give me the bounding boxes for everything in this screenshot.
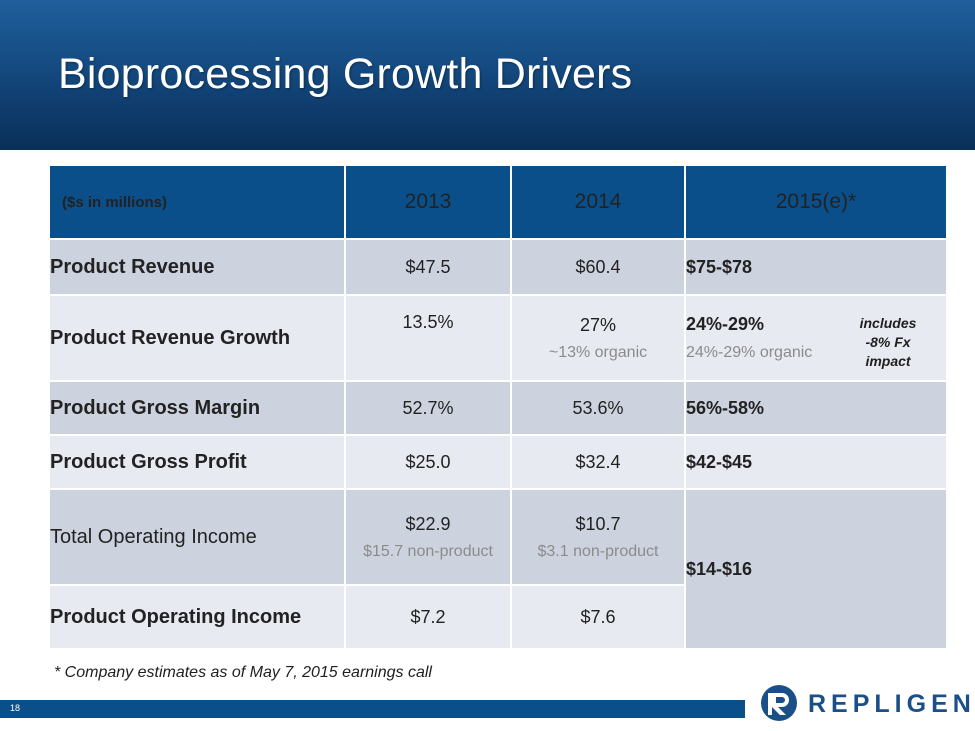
- fx-impact-note: includes -8% Fx impact: [859, 315, 917, 369]
- cell-2015e-operating-income: $14-$16: [684, 488, 948, 650]
- cell-2015e: 56%-58%: [684, 380, 948, 436]
- row-label: Total Operating Income: [48, 488, 346, 586]
- page-number: 18: [10, 703, 21, 713]
- slide-header: Bioprocessing Growth Drivers: [0, 0, 975, 150]
- cell-value: 13.5%: [402, 312, 454, 332]
- column-header-units: ($s in millions): [48, 164, 346, 240]
- cell-value: $22.9: [405, 513, 451, 534]
- cell-2014: 27% ~13% organic: [510, 294, 686, 382]
- row-label: Product Gross Profit: [48, 434, 346, 490]
- footer-bar: 18: [0, 700, 745, 718]
- column-header-2013: 2013: [344, 164, 512, 240]
- slide-title: Bioprocessing Growth Drivers: [58, 50, 633, 98]
- financial-table: ($s in millions) 2013 2014 2015(e)* Prod…: [48, 164, 948, 650]
- table-row: Product Revenue Growth 13.5% 27% ~13% or…: [48, 294, 948, 382]
- cell-2015e: 24%-29% 24%-29% organic includes -8% Fx …: [684, 294, 948, 382]
- cell-2014: $60.4: [510, 238, 686, 296]
- table-row: Product Gross Margin 52.7% 53.6% 56%-58%: [48, 380, 948, 436]
- repligen-logo: REPLIGEN: [760, 684, 971, 724]
- cell-subvalue: $15.7 non-product: [363, 542, 493, 560]
- cell-value: $10.7: [575, 513, 621, 534]
- cell-2013: $47.5: [344, 238, 512, 296]
- cell-2015e: $42-$45: [684, 434, 948, 490]
- cell-value: 24%-29%: [686, 314, 765, 334]
- cell-2014: $10.7 $3.1 non-product: [510, 488, 686, 586]
- cell-2013: $7.2: [344, 584, 512, 650]
- table-row: Product Operating Income $7.2 $7.6: [48, 584, 947, 650]
- cell-2014: $7.6: [510, 584, 686, 650]
- cell-2014: 53.6%: [510, 380, 686, 436]
- row-label: Product Gross Margin: [48, 380, 346, 436]
- table-header-row: ($s in millions) 2013 2014 2015(e)*: [48, 164, 948, 240]
- table-row: Product Gross Profit $25.0 $32.4 $42-$45: [48, 434, 948, 490]
- column-header-2015e: 2015(e)*: [684, 164, 948, 240]
- cell-2013: $25.0: [344, 434, 512, 490]
- cell-value: 27%: [579, 314, 617, 335]
- cell-subvalue: 24%-29% organic: [686, 344, 813, 361]
- table-row: Total Operating Income $22.9 $15.7 non-p…: [48, 488, 948, 650]
- cell-2013: 52.7%: [344, 380, 512, 436]
- column-header-2014: 2014: [510, 164, 686, 240]
- repligen-r-logo-icon: [761, 685, 797, 721]
- cell-2013: $22.9 $15.7 non-product: [344, 488, 512, 586]
- row-label: Product Operating Income: [48, 584, 346, 650]
- footnote: * Company estimates as of May 7, 2015 ea…: [54, 664, 432, 681]
- row-label: Product Revenue Growth: [48, 294, 346, 382]
- row-label: Product Revenue: [48, 238, 346, 296]
- table-row: Product Revenue $47.5 $60.4 $75-$78: [48, 238, 948, 296]
- cell-2015e: $75-$78: [684, 238, 948, 296]
- cell-subvalue: ~13% organic: [548, 343, 648, 361]
- cell-2014: $32.4: [510, 434, 686, 490]
- brand-name: REPLIGEN: [808, 690, 975, 718]
- cell-2013: 13.5%: [344, 294, 512, 382]
- cell-subvalue: $3.1 non-product: [537, 542, 659, 560]
